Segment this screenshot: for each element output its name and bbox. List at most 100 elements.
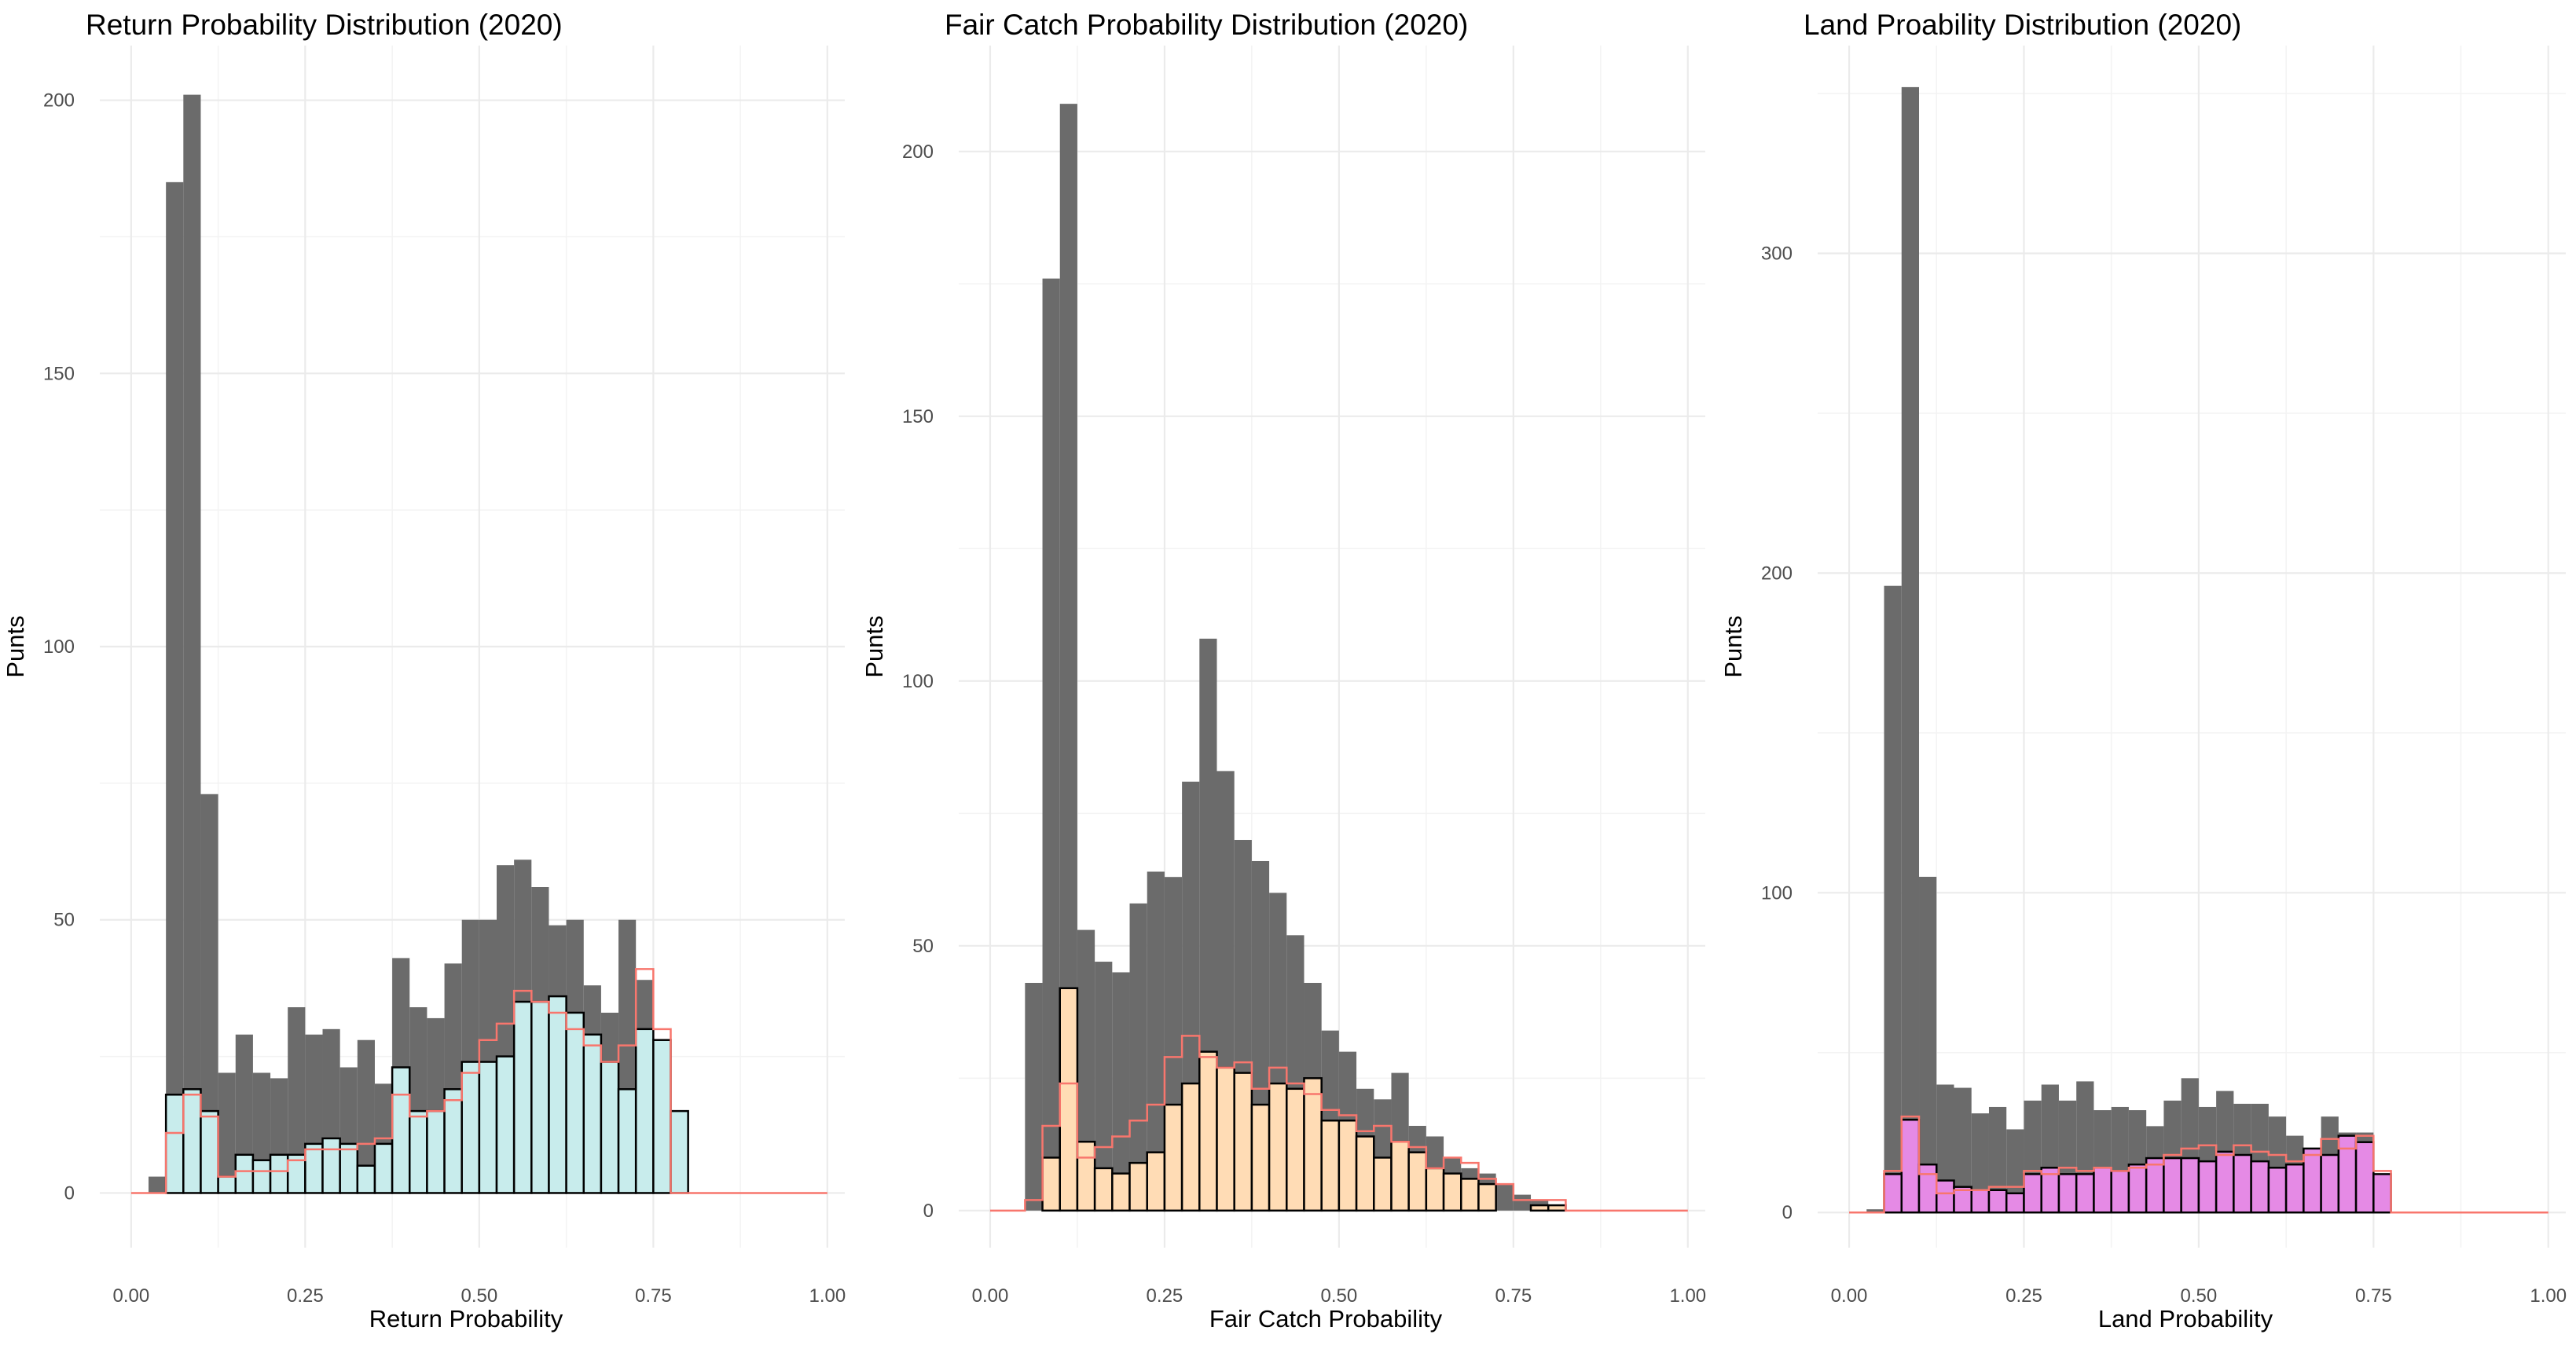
fair-catch-y-axis-title: Punts (861, 615, 888, 677)
return-all-bar (149, 1176, 167, 1193)
fair-catch-outcome-bar (1146, 1151, 1166, 1212)
return-all-bar (218, 1072, 236, 1193)
fair-catch-panel: 0.00 0.25 0.50 0.75 1.00 0 50 100 150 200 Fair Cat… (861, 9, 1706, 1333)
fair-catch-all-bar (1513, 1194, 1532, 1211)
return-outcome-bar (200, 1109, 219, 1194)
fair-catch-all-bar (1495, 1184, 1514, 1211)
land-y-tick-label: 200 (1761, 563, 1793, 584)
fair-catch-outcome-bars (1041, 987, 1567, 1212)
return-outcome-bar (652, 1039, 672, 1194)
return-outcome-bar (409, 1109, 428, 1194)
land-all-bar (1901, 86, 1920, 1213)
land-outcome-bar (2372, 1173, 2392, 1214)
return-outcome-bar (164, 1094, 185, 1194)
return-outcome-bar (461, 1061, 481, 1194)
return-outcome-bar (391, 1066, 411, 1194)
fair-catch-y-tick-label: 100 (902, 671, 934, 692)
land-outcome-bar (2267, 1167, 2288, 1214)
fair-catch-outcome-bar (1390, 1140, 1410, 1212)
land-outcome-bar (2320, 1153, 2340, 1214)
land-outcome-bar (2303, 1147, 2322, 1214)
return-x-axis-title: Return Probability (369, 1305, 563, 1333)
return-chart-title: Return Probability Distribution (2020) (86, 9, 563, 41)
fair-catch-outcome-bar (1111, 1172, 1131, 1212)
fair-catch-outcome-bar (1163, 1103, 1183, 1212)
return-y-tick-label: 0 (64, 1182, 75, 1204)
return-x-tick-label: 0.00 (113, 1285, 150, 1307)
return-all-bar (235, 1034, 253, 1193)
fair-catch-x-tick-label: 0.50 (1321, 1285, 1358, 1307)
return-outcome-bar (565, 1011, 585, 1194)
fair-catch-outcome-bar (1286, 1087, 1305, 1212)
land-outcome-bar (1936, 1179, 1955, 1214)
return-outcome-bar (443, 1088, 463, 1194)
return-y-tick-label: 150 (43, 363, 75, 384)
return-all-bar (200, 794, 218, 1193)
land-all-bar (1919, 876, 1937, 1213)
fair-catch-all-bar (1077, 929, 1095, 1211)
land-outcome-bar (2337, 1135, 2358, 1214)
fair-catch-x-tick-label: 1.00 (1669, 1285, 1706, 1307)
land-x-tick-label: 0.25 (2005, 1285, 2042, 1307)
land-outcome-bar (2284, 1163, 2305, 1214)
land-all-bar (2006, 1129, 2024, 1213)
fair-catch-y-tick-label: 50 (912, 936, 934, 957)
fair-catch-outcome-bar (1059, 987, 1079, 1212)
land-predicted-step-line (1849, 1115, 2548, 1214)
land-outcome-bar (2163, 1157, 2182, 1214)
fair-catch-all-bar (1059, 104, 1077, 1211)
fair-catch-outcome-bar (1128, 1161, 1148, 1212)
return-outcome-bar (251, 1159, 272, 1194)
return-outcome-bar (617, 1088, 637, 1194)
fair-catch-predicted-step-line (989, 1035, 1688, 1212)
fair-catch-all-bar (1147, 871, 1165, 1211)
land-y-axis-title: Punts (1719, 615, 1747, 677)
fair-catch-outcome-bar (1303, 1077, 1323, 1212)
fair-catch-outcome-bar (1547, 1204, 1567, 1212)
return-outcome-bar (339, 1142, 359, 1194)
land-outcome-bar (2093, 1167, 2112, 1214)
return-all-bar (166, 181, 184, 1193)
return-outcome-bar (426, 1109, 446, 1194)
land-outcome-bar (2127, 1163, 2148, 1214)
return-y-tick-label: 100 (43, 636, 75, 658)
fair-catch-y-tick-label: 200 (902, 141, 934, 163)
land-outcome-bar (2057, 1173, 2078, 1214)
fair-catch-x-tick-label: 0.25 (1147, 1285, 1183, 1307)
fair-catch-outcome-bar (1268, 1082, 1288, 1212)
return-outcome-bar (495, 1055, 516, 1194)
fair-catch-y-tick-label: 0 (923, 1201, 934, 1222)
land-outcome-bar (1883, 1173, 1903, 1214)
return-outcome-bar (530, 1000, 550, 1194)
fair-catch-outcome-bar (1216, 1066, 1235, 1212)
land-outcome-bar (1987, 1189, 2008, 1214)
return-x-tick-label: 1.00 (809, 1285, 846, 1307)
return-outcome-bar (478, 1061, 498, 1194)
fair-catch-chart-title: Fair Catch Probability Distribution (202… (945, 9, 1468, 41)
land-outcome-bar (2145, 1157, 2165, 1214)
return-outcome-bar (670, 1109, 689, 1194)
return-outcome-bar (234, 1153, 255, 1194)
fair-catch-all-bar (1025, 982, 1043, 1211)
land-outcome-bar (2197, 1160, 2218, 1214)
return-outcome-bar (582, 1033, 603, 1194)
return-outcome-bar (373, 1142, 394, 1194)
return-all-bar (183, 94, 201, 1193)
land-panel: 0.00 0.25 0.50 0.75 1.00 0 100 200 300 Land Proab… (1719, 9, 2567, 1333)
land-outcome-bar (2005, 1192, 2025, 1214)
land-all-bar (1884, 585, 1902, 1213)
land-x-tick-label: 0.50 (2181, 1285, 2218, 1307)
fair-catch-all-bar (1112, 972, 1130, 1211)
fair-catch-outcome-bar (1320, 1119, 1341, 1212)
return-y-tick-label: 50 (53, 910, 75, 931)
land-chart-title: Land Proability Distribution (2020) (1804, 9, 2241, 41)
fair-catch-outcome-bar (1477, 1182, 1497, 1212)
fair-catch-outcome-bar (1041, 1157, 1061, 1212)
land-outcome-bar (2180, 1157, 2200, 1214)
land-x-tick-label: 0.75 (2355, 1285, 2392, 1307)
land-outcome-bar (2233, 1153, 2252, 1214)
fair-catch-x-tick-label: 0.00 (972, 1285, 1009, 1307)
fair-catch-outcome-bar (1425, 1167, 1445, 1212)
return-y-tick-label: 200 (43, 90, 75, 112)
